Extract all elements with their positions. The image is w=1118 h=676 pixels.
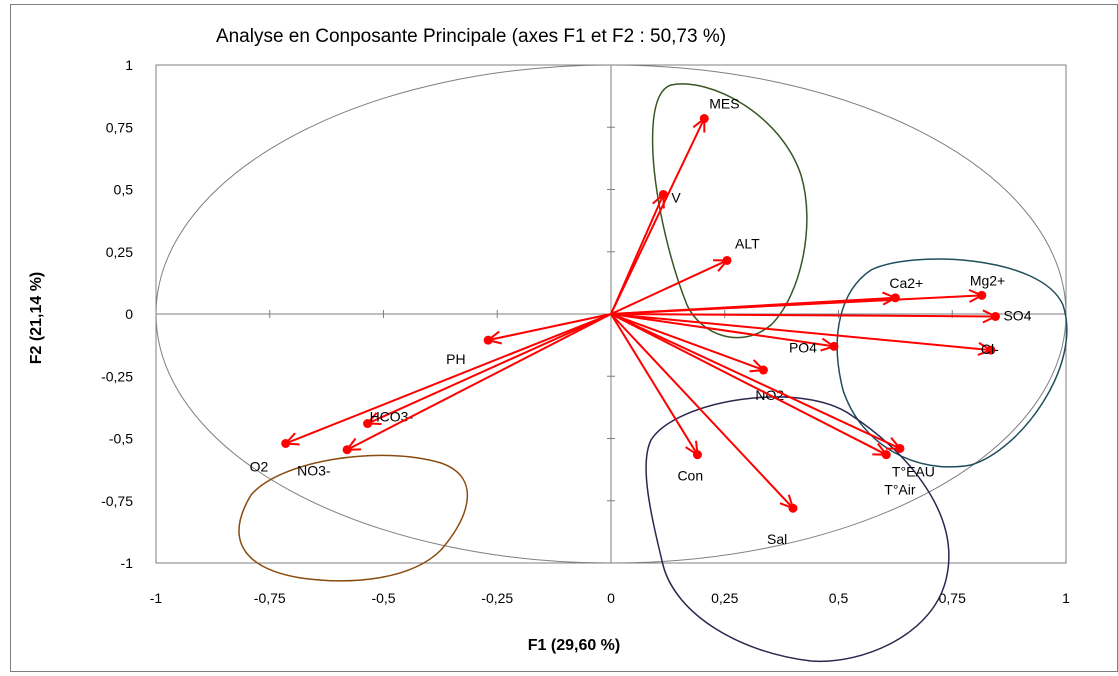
vector-mg2 [610, 294, 982, 315]
vector-tair [610, 313, 887, 456]
vector-alt [610, 259, 728, 315]
y-tick-label: -0,75 [101, 493, 133, 509]
point-label-mg2: Mg2+ [970, 272, 1005, 288]
y-tick-label: -0,25 [101, 368, 133, 384]
point-no3 [342, 445, 352, 455]
vector-o2 [285, 313, 612, 445]
group-outline-green [651, 83, 808, 339]
vector-teau [610, 313, 901, 450]
vector-po4 [610, 313, 835, 348]
vector-so4 [610, 313, 996, 318]
vector-sal [610, 313, 794, 509]
vector-no3 [346, 313, 612, 451]
point-no2 [758, 365, 768, 375]
vector-con [610, 313, 699, 456]
x-tick-label: -0,5 [371, 590, 395, 606]
point-label-o2: O2 [250, 458, 269, 474]
point-label-alt: ALT [735, 235, 760, 251]
point-label-con: Con [677, 468, 703, 484]
y-tick-label: 0,5 [114, 182, 134, 198]
point-so4 [990, 311, 1000, 321]
point-label-teau: T°EAU [892, 463, 935, 479]
point-label-sal: Sal [767, 531, 787, 547]
point-po4 [829, 341, 839, 351]
x-tick-label: 0 [607, 590, 615, 606]
y-tick-label: 0,75 [106, 119, 133, 135]
x-tick-label: -0,25 [481, 590, 513, 606]
point-label-no3: NO3- [297, 463, 331, 479]
point-hco3 [363, 419, 373, 429]
x-tick-label: -1 [150, 590, 163, 606]
point-label-cl: Cl- [981, 341, 999, 357]
point-tair [881, 450, 891, 460]
x-tick-label: 0,25 [711, 590, 738, 606]
vector-mes [610, 118, 706, 315]
point-label-hco3: HCO3- [370, 409, 414, 425]
vector-no2 [610, 313, 764, 371]
vector-ph [487, 313, 612, 342]
chart-frame: Analyse en Conposante Principale (axes F… [10, 4, 1118, 672]
point-ph [483, 335, 493, 345]
point-con [692, 450, 702, 460]
point-o2 [281, 438, 291, 448]
group-outline-brown [238, 454, 468, 582]
point-label-mes: MES [709, 96, 739, 112]
point-alt [722, 255, 732, 265]
point-v [658, 189, 668, 199]
pca-chart: Analyse en Conposante Principale (axes F… [28, 26, 1070, 663]
vector-v [610, 194, 665, 315]
point-mes [699, 114, 709, 124]
point-sal [788, 503, 798, 513]
point-label-tair: T°Air [884, 482, 916, 498]
point-label-po4: PO4 [789, 339, 817, 355]
y-tick-label: 0,25 [106, 244, 133, 260]
plot-area: -1 -0,75 -0,5 -0,25 0 0,25 0,5 0,75 1 1 0,75 0,5 0,2… [101, 57, 1070, 663]
point-cl [986, 345, 996, 355]
vector-cl [610, 313, 992, 352]
y-tick-label: 0 [125, 306, 133, 322]
y-tick-label: 1 [125, 57, 133, 73]
y-tick-label: -1 [121, 555, 134, 571]
x-tick-label: 1 [1062, 590, 1070, 606]
point-mg2 [977, 290, 987, 300]
point-teau [895, 443, 905, 453]
y-axis-title: F2 (21,14 %) [28, 272, 45, 364]
point-label-v: V [671, 189, 681, 205]
y-tick-label: -0,5 [109, 431, 133, 447]
point-ca2 [890, 293, 900, 303]
vector-hco3 [367, 313, 612, 425]
x-tick-label: -0,75 [254, 590, 286, 606]
point-label-ph: PH [446, 351, 465, 367]
group-outline-navy [645, 396, 950, 663]
group-outline-teal [836, 258, 1068, 468]
chart-title: Analyse en Conposante Principale (axes F… [216, 26, 726, 47]
point-label-so4: SO4 [1003, 307, 1031, 323]
point-label-ca2: Ca2+ [889, 275, 923, 291]
x-tick-label: 0,5 [829, 590, 849, 606]
x-axis-title: F1 (29,60 %) [528, 637, 620, 654]
x-tick-label: 0,75 [939, 590, 966, 606]
